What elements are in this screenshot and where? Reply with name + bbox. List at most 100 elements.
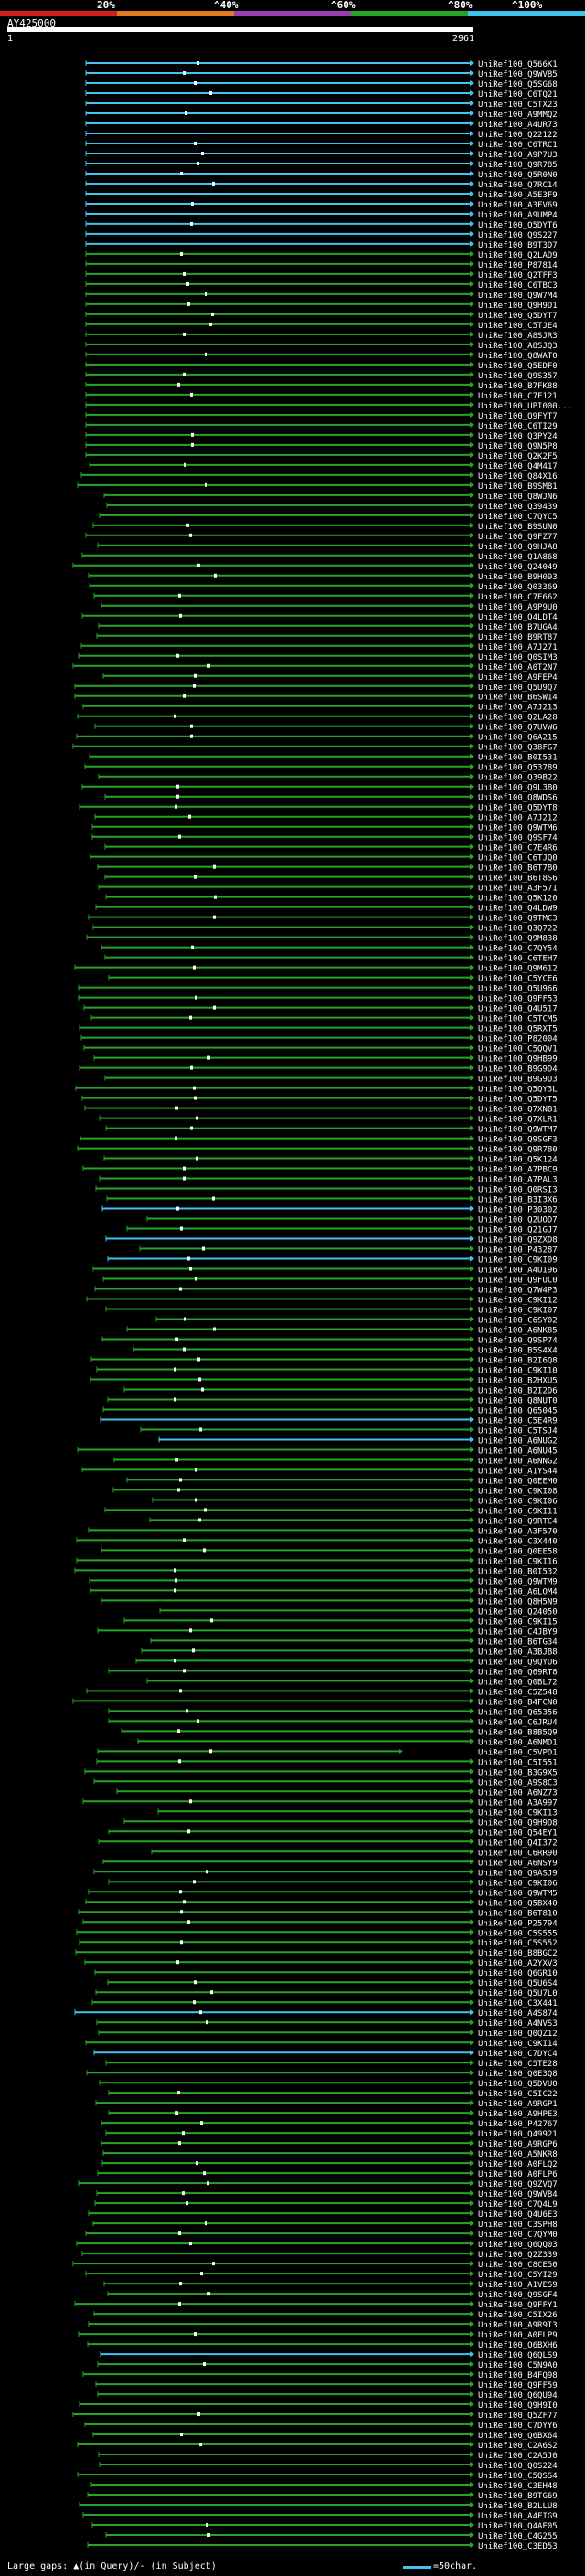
hit-label[interactable]: UniRef100_Q9R7B0: [478, 1146, 558, 1155]
hit-label[interactable]: UniRef100_Q2Z339: [478, 2251, 558, 2260]
hit-label[interactable]: UniRef100_A5E3F9: [478, 191, 558, 200]
hit-label[interactable]: UniRef100_A0T2N7: [478, 663, 558, 673]
hit-label[interactable]: UniRef100_Q9WTM7: [478, 1126, 558, 1135]
hit-label[interactable]: UniRef100_Q39439: [478, 503, 558, 512]
hit-label[interactable]: UniRef100_C6TJQ0: [478, 854, 558, 864]
hit-label[interactable]: UniRef100_A2YXV3: [478, 1959, 558, 1968]
hit-label[interactable]: UniRef100_B9SUN0: [478, 523, 558, 532]
hit-label[interactable]: UniRef100_Q5DYT8: [478, 804, 558, 813]
hit-label[interactable]: UniRef100_C6TI29: [478, 422, 558, 431]
hit-label[interactable]: UniRef100_Q38FG7: [478, 744, 558, 753]
hit-label[interactable]: UniRef100_C9KI09: [478, 1256, 558, 1266]
hit-label[interactable]: UniRef100_Q6QQ03: [478, 2241, 558, 2250]
hit-label[interactable]: UniRef100_Q9FFY1: [478, 2301, 558, 2310]
hit-label[interactable]: UniRef100_C9KI07: [478, 1307, 558, 1316]
hit-label[interactable]: UniRef100_Q9S227: [478, 231, 558, 240]
hit-label[interactable]: UniRef100_C4JBY9: [478, 1627, 558, 1637]
hit-label[interactable]: UniRef100_Q9WVB4: [478, 2190, 558, 2200]
hit-label[interactable]: UniRef100_Q0BL72: [478, 1678, 558, 1687]
hit-label[interactable]: UniRef100_Q65356: [478, 1708, 558, 1717]
hit-label[interactable]: UniRef100_Q53789: [478, 764, 558, 773]
hit-label[interactable]: UniRef100_P25794: [478, 1919, 558, 1928]
hit-label[interactable]: UniRef100_B7UGA4: [478, 623, 558, 632]
hit-label[interactable]: UniRef100_C9KI12: [478, 1297, 558, 1306]
hit-label[interactable]: UniRef100_A1VES9: [478, 2281, 558, 2290]
hit-label[interactable]: UniRef100_A6NU45: [478, 1447, 558, 1456]
hit-label[interactable]: UniRef100_Q9SP74: [478, 1336, 558, 1345]
hit-label[interactable]: UniRef100_Q9H9D8: [478, 1818, 558, 1828]
hit-label[interactable]: UniRef100_Q0RSI3: [478, 1186, 558, 1195]
hit-label[interactable]: UniRef100_Q9FZ77: [478, 533, 558, 542]
hit-label[interactable]: UniRef100_A4UR73: [478, 121, 558, 130]
hit-label[interactable]: UniRef100_C6TBC3: [478, 281, 558, 291]
hit-label[interactable]: UniRef100_A9UMP4: [478, 211, 558, 220]
hit-label[interactable]: UniRef100_C2A5J0: [478, 2452, 558, 2461]
hit-label[interactable]: UniRef100_B8B5Q9: [478, 1728, 558, 1737]
hit-label[interactable]: UniRef100_A7PAL3: [478, 1176, 558, 1185]
hit-label[interactable]: UniRef100_Q9ZVQ7: [478, 2180, 558, 2189]
hit-label[interactable]: UniRef100_P82004: [478, 1035, 558, 1044]
hit-label[interactable]: UniRef100_A7J213: [478, 704, 558, 713]
hit-label[interactable]: UniRef100_B6SW14: [478, 694, 558, 703]
hit-label[interactable]: UniRef100_Q6GR10: [478, 1969, 558, 1978]
hit-label[interactable]: UniRef100_C7QYM0: [478, 2231, 558, 2240]
hit-label[interactable]: UniRef100_C5VPD1: [478, 1748, 558, 1757]
hit-label[interactable]: UniRef100_Q2TFF3: [478, 271, 558, 281]
hit-label[interactable]: UniRef100_B9G9D4: [478, 1065, 558, 1075]
hit-label[interactable]: UniRef100_C5YI29: [478, 2271, 558, 2280]
hit-label[interactable]: UniRef100_B4FQ98: [478, 2371, 558, 2380]
hit-label[interactable]: UniRef100_Q5RXT5: [478, 1025, 558, 1034]
hit-label[interactable]: UniRef100_Q9HJA8: [478, 543, 558, 552]
hit-label[interactable]: UniRef100_Q9SGF4: [478, 2291, 558, 2300]
hit-label[interactable]: UniRef100_A9RGP6: [478, 2140, 558, 2149]
hit-label[interactable]: UniRef100_Q3PY24: [478, 432, 558, 441]
hit-label[interactable]: UniRef100_C6TEH7: [478, 955, 558, 964]
hit-label[interactable]: UniRef100_C9KI14: [478, 2040, 558, 2049]
hit-label[interactable]: UniRef100_A7J271: [478, 643, 558, 652]
hit-label[interactable]: UniRef100_Q9N5P8: [478, 442, 558, 451]
hit-label[interactable]: UniRef100_A3BJB8: [478, 1648, 558, 1657]
hit-label[interactable]: UniRef100_Q9WTM5: [478, 1889, 558, 1898]
hit-label[interactable]: UniRef100_C9KI15: [478, 1617, 558, 1627]
hit-label[interactable]: UniRef100_Q566K1: [478, 60, 558, 69]
hit-label[interactable]: UniRef100_Q9FF59: [478, 2381, 558, 2390]
hit-label[interactable]: UniRef100_A4S874: [478, 2009, 558, 2019]
hit-label[interactable]: UniRef100_A0FLP9: [478, 2331, 558, 2340]
hit-label[interactable]: UniRef100_Q24050: [478, 1607, 558, 1617]
hit-label[interactable]: UniRef100_B9G9D3: [478, 1076, 558, 1085]
hit-label[interactable]: UniRef100_Q2LAD9: [478, 251, 558, 260]
hit-label[interactable]: UniRef100_B6TG34: [478, 1638, 558, 1647]
hit-label[interactable]: UniRef100_P43287: [478, 1246, 558, 1256]
hit-label[interactable]: UniRef100_Q0S224: [478, 2462, 558, 2471]
hit-label[interactable]: UniRef100_Q7XNB1: [478, 1106, 558, 1115]
hit-label[interactable]: UniRef100_A3FV69: [478, 201, 558, 210]
hit-label[interactable]: UniRef100_C8CE50: [478, 2261, 558, 2270]
hit-label[interactable]: UniRef100_A9HPE3: [478, 2110, 558, 2119]
hit-label[interactable]: UniRef100_A3F571: [478, 885, 558, 894]
hit-label[interactable]: UniRef100_Q9H9D1: [478, 302, 558, 311]
hit-label[interactable]: UniRef100_B8BGC2: [478, 1949, 558, 1958]
hit-label[interactable]: UniRef100_C5I551: [478, 1758, 558, 1767]
hit-label[interactable]: UniRef100_C7F121: [478, 392, 558, 401]
hit-label[interactable]: UniRef100_A6NZ73: [478, 1788, 558, 1797]
hit-label[interactable]: UniRef100_Q9FYT7: [478, 412, 558, 421]
hit-label[interactable]: UniRef100_Q6A215: [478, 734, 558, 743]
hit-label[interactable]: UniRef100_C2A6S2: [478, 2442, 558, 2451]
hit-label[interactable]: UniRef100_B5S4X4: [478, 1346, 558, 1355]
hit-label[interactable]: UniRef100_B3G9X5: [478, 1768, 558, 1777]
hit-label[interactable]: UniRef100_B2LLU8: [478, 2502, 558, 2511]
hit-label[interactable]: UniRef100_A6NMD1: [478, 1738, 558, 1747]
hit-label[interactable]: UniRef100_Q9S357: [478, 372, 558, 381]
hit-label[interactable]: UniRef100_Q6QLS9: [478, 2351, 558, 2360]
hit-label[interactable]: UniRef100_B6T810: [478, 1909, 558, 1918]
hit-label[interactable]: UniRef100_Q9SF74: [478, 834, 558, 843]
hit-label[interactable]: UniRef100_C7E662: [478, 593, 558, 602]
hit-label[interactable]: UniRef100_Q6BX64: [478, 2432, 558, 2441]
hit-label[interactable]: UniRef100_Q5U6S4: [478, 1979, 558, 1988]
hit-label[interactable]: UniRef100_Q7RC14: [478, 181, 558, 190]
hit-label[interactable]: UniRef100_A3F570: [478, 1527, 558, 1536]
hit-label[interactable]: UniRef100_A9MMQ2: [478, 111, 558, 120]
hit-label[interactable]: UniRef100_A6LOM4: [478, 1587, 558, 1596]
hit-label[interactable]: UniRef100_Q7XLR1: [478, 1116, 558, 1125]
hit-label[interactable]: UniRef100_C5QSS4: [478, 2472, 558, 2481]
